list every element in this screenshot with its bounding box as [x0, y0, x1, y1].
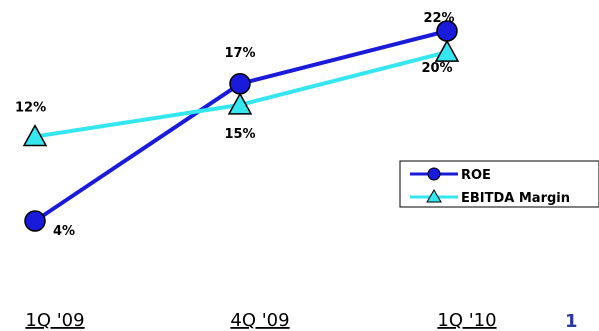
page-number: 1 — [565, 311, 578, 331]
data-label-ebitda-margin-1: 15% — [224, 127, 255, 142]
marker-ebitda-margin-0 — [22, 123, 48, 147]
x-tick-label-2: 1Q '10 — [437, 310, 496, 331]
series-markers — [22, 20, 460, 232]
x-tick-label-1: 4Q '09 — [230, 310, 289, 331]
legend-marker-ebitda — [426, 189, 442, 203]
data-label-ebitda-margin-0: 12% — [15, 101, 46, 116]
data-label-roe-2: 22% — [423, 11, 454, 26]
data-label-ebitda-margin-2: 20% — [421, 61, 452, 76]
marker-roe-0 — [24, 210, 46, 232]
legend-label-ebitda: EBITDA Margin — [461, 191, 570, 206]
legend-label-roe: ROE — [461, 168, 491, 183]
x-axis-labels: 1Q '09 4Q '09 1Q '10 — [25, 310, 496, 331]
x-tick-label-0: 1Q '09 — [25, 310, 84, 331]
marker-roe-1 — [229, 73, 251, 95]
legend-marker-roe — [427, 167, 441, 181]
marker-ebitda-margin-2 — [434, 39, 460, 62]
legend: ROE EBITDA Margin — [399, 160, 599, 208]
data-labels: 4% 17% 22% 12% 15% 20% — [15, 11, 455, 239]
data-label-roe-0: 4% — [53, 224, 75, 239]
marker-ebitda-margin-1 — [227, 92, 253, 115]
data-label-roe-1: 17% — [224, 46, 255, 61]
